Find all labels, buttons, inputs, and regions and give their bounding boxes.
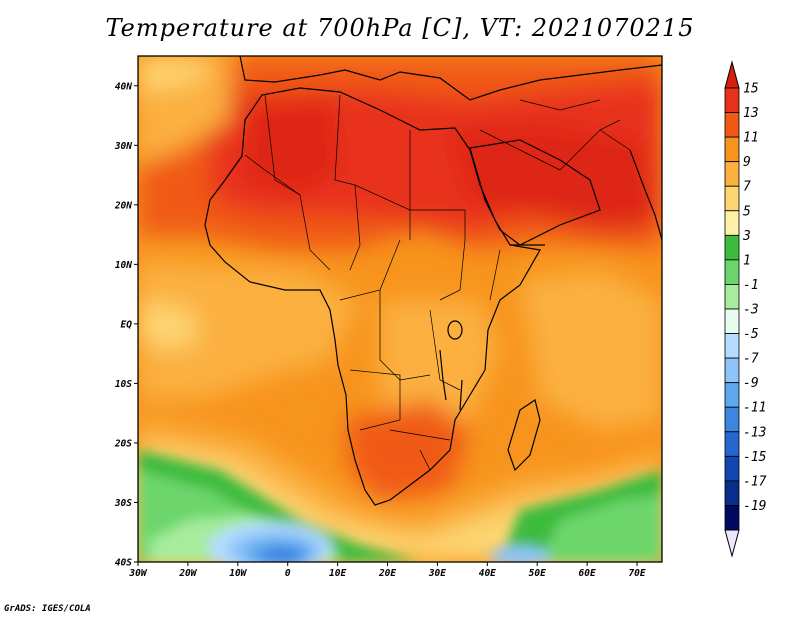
x-tick-label: 20E xyxy=(378,568,396,579)
colorbar-swatch xyxy=(724,455,740,482)
temperature-field xyxy=(138,56,662,562)
colorbar-label: 7 xyxy=(743,180,751,195)
x-tick-label: 0 xyxy=(285,568,291,579)
x-axis: 30W 20W 10W 0 10E 20E 30E 40E 50E 60E 70E xyxy=(128,562,646,579)
map-title: Temperature at 700hPa [C], VT: 202107021… xyxy=(105,14,695,42)
y-tick-label: 10N xyxy=(115,260,132,271)
colorbar-swatch xyxy=(724,112,740,138)
x-tick-label: 60E xyxy=(579,568,596,579)
colorbar-swatch xyxy=(724,234,740,261)
colorbar-top-triangle xyxy=(724,60,740,89)
colorbar-swatch xyxy=(724,505,740,531)
colorbar-swatch xyxy=(724,259,740,285)
y-tick-label: 30N xyxy=(114,141,132,152)
lakes xyxy=(439,320,463,411)
colorbar-label: -19 xyxy=(743,499,766,514)
colorbar-bottom-triangle xyxy=(724,529,740,558)
y-axis: 40S 30S 20S 10S EQ 10N 20N 30N 40N xyxy=(114,81,138,569)
colorbar-label: -15 xyxy=(743,450,767,465)
colorbar-label: 11 xyxy=(743,131,759,146)
colorbar-swatch xyxy=(724,87,740,113)
y-tick-label: 20S xyxy=(114,438,132,449)
colorbar-swatch xyxy=(724,284,740,310)
colorbar-swatch xyxy=(724,431,740,457)
colorbar-label: 1 xyxy=(743,253,751,268)
colorbar-label: -11 xyxy=(743,401,766,416)
y-tick-label: 40S xyxy=(115,558,132,569)
colorbar-label: 13 xyxy=(743,106,759,121)
colorbar-label: -17 xyxy=(743,474,767,489)
colorbar-swatch xyxy=(724,406,740,433)
y-tick-label: 20N xyxy=(114,200,132,211)
coastlines xyxy=(204,56,662,506)
y-tick-label: 40N xyxy=(115,81,132,92)
colorbar-swatch xyxy=(724,308,740,334)
colorbar-label: -3 xyxy=(743,303,759,318)
colorbar-label: 3 xyxy=(742,229,751,244)
x-tick-label: 10W xyxy=(229,568,247,579)
x-tick-label: 70E xyxy=(628,568,645,579)
y-tick-label: EQ xyxy=(121,319,133,330)
x-tick-label: 30W xyxy=(128,568,147,579)
colorbar-label: -9 xyxy=(743,376,759,391)
x-tick-label: 20W xyxy=(178,568,197,579)
colorbar: 15 13 11 9 7 5 3 1 -1 -3 -5 -7 -9 -11 -13 -15 -17 -19 xyxy=(724,60,767,558)
country-borders xyxy=(244,94,631,471)
colorbar-label: 9 xyxy=(743,155,751,170)
colorbar-label: 5 xyxy=(743,204,751,219)
y-tick-label: 30S xyxy=(114,498,132,509)
colorbar-swatch xyxy=(724,161,740,187)
x-tick-label: 40E xyxy=(479,568,496,579)
colorbar-swatch xyxy=(724,185,740,212)
colorbar-label: -5 xyxy=(743,327,759,342)
colorbar-label: -7 xyxy=(743,352,759,367)
colorbar-swatch xyxy=(724,382,740,408)
colorbar-swatch xyxy=(724,333,740,359)
grads-credit: GrADS: IGES/COLA xyxy=(4,604,91,614)
colorbar-swatch xyxy=(724,480,740,506)
x-tick-label: 50E xyxy=(529,568,546,579)
colorbar-swatch xyxy=(724,210,740,236)
x-tick-label: 10E xyxy=(329,568,346,579)
colorbar-label: -1 xyxy=(743,278,759,293)
colorbar-label: -13 xyxy=(743,425,766,440)
y-tick-label: 10S xyxy=(115,379,132,390)
map-frame xyxy=(137,55,663,563)
colorbar-swatch xyxy=(724,357,740,384)
x-tick-label: 30E xyxy=(428,568,446,579)
colorbar-swatch xyxy=(724,136,740,163)
colorbar-label: 15 xyxy=(743,82,759,97)
